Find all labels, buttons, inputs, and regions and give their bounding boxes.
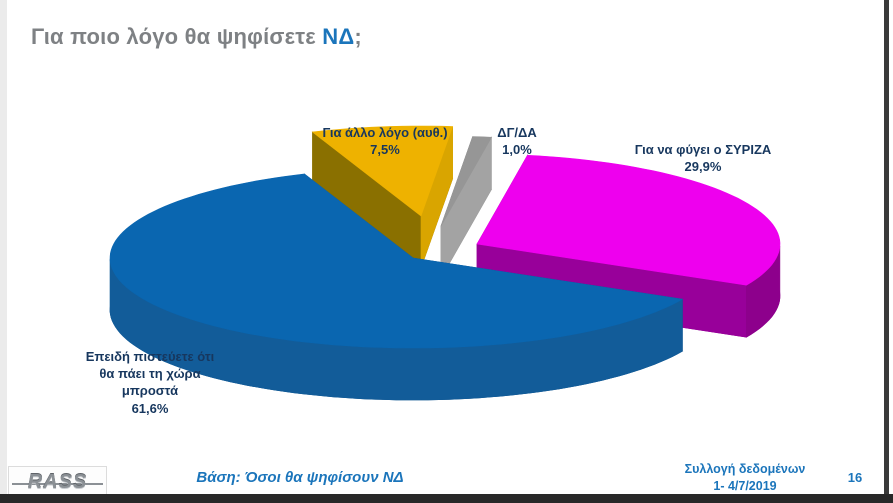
- rass-logo: RASS: [8, 466, 107, 498]
- pie-slice-forward: [109, 173, 684, 349]
- pie-label-dgda-value: 1,0%: [502, 142, 532, 158]
- pie-label-other: Για άλλο λόγο (αυθ.) 7,5%: [322, 107, 447, 176]
- pie-label-syriza-text: Για να φύγει ο ΣΥΡΙΖΑ: [634, 142, 772, 158]
- collection-dates: 1- 4/7/2019: [713, 478, 777, 493]
- rass-logo-text: RASS: [27, 470, 88, 493]
- pie-label-syriza-value: 29,9%: [684, 159, 722, 175]
- pie-slice-other: [311, 125, 454, 217]
- collection-label: Συλλογή δεδομένων: [684, 462, 806, 476]
- pie-label-dgda-text: ΔΓ/ΔΑ: [497, 125, 537, 141]
- slide-title-highlight: ΝΔ: [322, 24, 355, 49]
- pie-label-syriza: Για να φύγει ο ΣΥΡΙΖΑ 29,9%: [635, 124, 772, 193]
- pie-label-other-text: Για άλλο λόγο (αυθ.): [322, 125, 448, 141]
- slide-title: Για ποιο λόγο θα ψηφίσετε ΝΔ;: [31, 24, 362, 50]
- page-bottom-bar: [0, 494, 893, 503]
- slide-title-punctuation: ;: [354, 24, 362, 49]
- pie-slice-dgda: [440, 136, 493, 227]
- collection-info: Συλλογή δεδομένων 1- 4/7/2019: [655, 461, 835, 495]
- pie-slice-syriza: [476, 154, 781, 286]
- page-right-border: [884, 0, 889, 496]
- pie-label-other-value: 7,5%: [370, 142, 400, 158]
- pie-label-forward: Επειδή πιστεύετε ότι θα πάει τη χώρα μπρ…: [86, 331, 215, 434]
- pie-label-dgda: ΔΓ/ΔΑ 1,0%: [497, 107, 537, 176]
- base-note: Βάση: Όσοι θα ψηφίσουν ΝΔ: [196, 469, 404, 486]
- slide-title-text: Για ποιο λόγο θα ψηφίσετε: [31, 24, 323, 49]
- page-left-edge: [0, 0, 7, 503]
- pie-label-forward-value: 61,6%: [131, 400, 169, 416]
- rass-logo-line: [12, 483, 103, 485]
- page-number: 16: [847, 470, 863, 485]
- pie-label-forward-text: Επειδή πιστεύετε ότι θα πάει τη χώρα μπρ…: [85, 349, 215, 399]
